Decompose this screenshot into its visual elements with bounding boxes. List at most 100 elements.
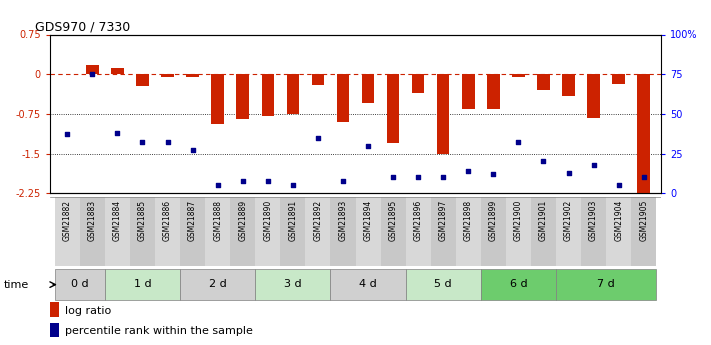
Bar xyxy=(287,74,299,114)
Text: GSM21902: GSM21902 xyxy=(564,200,573,242)
Bar xyxy=(130,197,155,266)
Text: 7 d: 7 d xyxy=(597,279,615,289)
Bar xyxy=(80,197,105,266)
Text: 5 d: 5 d xyxy=(434,279,452,289)
Point xyxy=(412,175,424,180)
Bar xyxy=(612,74,625,84)
Bar xyxy=(531,197,556,266)
Text: GSM21897: GSM21897 xyxy=(439,200,448,242)
Text: GSM21898: GSM21898 xyxy=(464,200,473,241)
Text: GSM21904: GSM21904 xyxy=(614,200,623,242)
Bar xyxy=(405,197,431,266)
Text: GSM21895: GSM21895 xyxy=(389,200,397,242)
Bar xyxy=(331,269,405,300)
Bar xyxy=(180,269,255,300)
Point xyxy=(463,168,474,174)
Text: GSM21886: GSM21886 xyxy=(163,200,172,241)
Bar xyxy=(512,74,525,77)
Text: GSM21889: GSM21889 xyxy=(238,200,247,241)
Text: GSM21903: GSM21903 xyxy=(589,200,598,242)
Bar xyxy=(262,74,274,117)
Bar xyxy=(356,197,380,266)
Bar xyxy=(405,269,481,300)
Bar xyxy=(481,269,556,300)
Text: 2 d: 2 d xyxy=(209,279,227,289)
Text: GSM21900: GSM21900 xyxy=(514,200,523,242)
Bar xyxy=(412,74,424,93)
Bar xyxy=(111,68,124,74)
Text: GSM21894: GSM21894 xyxy=(363,200,373,242)
Bar xyxy=(211,74,224,125)
Text: GSM21892: GSM21892 xyxy=(314,200,322,241)
Point xyxy=(638,175,649,180)
Bar xyxy=(137,74,149,86)
Bar xyxy=(55,269,105,300)
Point xyxy=(387,175,399,180)
Bar xyxy=(230,197,255,266)
Point xyxy=(162,140,173,145)
Point xyxy=(337,178,348,183)
Text: log ratio: log ratio xyxy=(65,306,112,315)
Point xyxy=(112,130,123,136)
Bar xyxy=(587,74,600,118)
Bar xyxy=(155,197,180,266)
Bar xyxy=(380,197,405,266)
Bar xyxy=(631,197,656,266)
Bar xyxy=(538,74,550,90)
Point xyxy=(613,183,624,188)
Bar xyxy=(161,74,173,77)
Bar xyxy=(581,197,606,266)
Bar xyxy=(638,74,650,193)
Text: GSM21883: GSM21883 xyxy=(88,200,97,241)
Text: GSM21882: GSM21882 xyxy=(63,200,72,241)
Bar xyxy=(362,74,374,103)
Text: GSM21896: GSM21896 xyxy=(414,200,422,242)
Bar xyxy=(306,197,331,266)
Bar xyxy=(255,269,331,300)
Point xyxy=(62,132,73,137)
Point xyxy=(137,140,148,145)
Bar xyxy=(431,197,456,266)
Text: GDS970 / 7330: GDS970 / 7330 xyxy=(35,20,130,33)
Point xyxy=(488,171,499,177)
Text: GSM21884: GSM21884 xyxy=(113,200,122,241)
Bar xyxy=(456,197,481,266)
Text: GSM21890: GSM21890 xyxy=(263,200,272,242)
Text: 4 d: 4 d xyxy=(359,279,377,289)
Bar xyxy=(255,197,280,266)
Text: time: time xyxy=(4,280,29,289)
Point xyxy=(287,183,299,188)
Point xyxy=(262,178,274,183)
Text: GSM21899: GSM21899 xyxy=(489,200,498,242)
Bar xyxy=(556,197,581,266)
Text: GSM21901: GSM21901 xyxy=(539,200,548,242)
Text: 0 d: 0 d xyxy=(71,279,89,289)
Point xyxy=(187,148,198,153)
Point xyxy=(513,140,524,145)
Point xyxy=(538,159,549,164)
Bar xyxy=(556,269,656,300)
Text: percentile rank within the sample: percentile rank within the sample xyxy=(65,326,253,336)
Text: GSM21888: GSM21888 xyxy=(213,200,222,241)
Bar xyxy=(387,74,400,143)
Bar xyxy=(237,74,249,119)
Bar xyxy=(562,74,574,96)
Bar xyxy=(487,74,500,109)
Text: 6 d: 6 d xyxy=(510,279,527,289)
Bar xyxy=(105,269,180,300)
Bar xyxy=(205,197,230,266)
Point xyxy=(237,178,248,183)
Bar xyxy=(606,197,631,266)
Bar xyxy=(462,74,474,109)
Bar xyxy=(55,197,80,266)
Text: GSM21893: GSM21893 xyxy=(338,200,348,242)
Text: GSM21905: GSM21905 xyxy=(639,200,648,242)
Text: 1 d: 1 d xyxy=(134,279,151,289)
Point xyxy=(363,143,374,148)
Bar xyxy=(311,74,324,85)
Bar xyxy=(50,302,59,317)
Text: GSM21887: GSM21887 xyxy=(188,200,197,241)
Text: GSM21885: GSM21885 xyxy=(138,200,147,241)
Bar xyxy=(50,323,59,337)
Point xyxy=(312,135,324,140)
